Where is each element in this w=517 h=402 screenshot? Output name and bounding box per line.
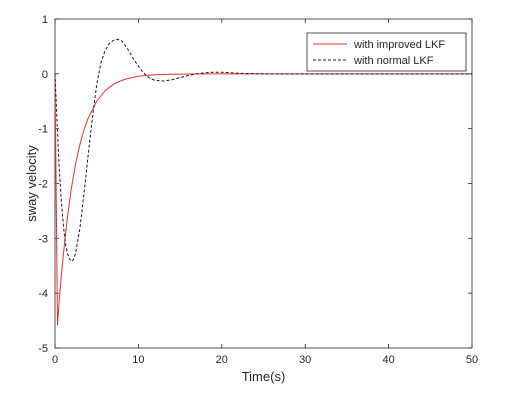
y-tick-label: -1 — [38, 124, 48, 136]
x-tick-label: 40 — [382, 354, 394, 366]
series-line-normal-lkf — [54, 38, 472, 262]
legend: with improved LKF with normal LKF — [306, 32, 467, 72]
y-axis-label: sway velocity — [24, 145, 39, 222]
x-tick-label: 10 — [132, 354, 144, 366]
y-tick-label: 0 — [42, 69, 48, 81]
plot-area: 0 10 20 30 40 50 -5 -4 -3 -2 -1 0 1 — [38, 14, 478, 366]
y-tick-label: 1 — [42, 14, 48, 26]
x-tick-label: 50 — [466, 354, 478, 366]
x-axis-label: Time(s) — [242, 369, 286, 384]
series-layer — [54, 38, 472, 326]
y-tick-label: -5 — [38, 343, 48, 355]
legend-box — [306, 32, 467, 72]
x-tick-label: 20 — [216, 354, 228, 366]
y-tick-label: -4 — [38, 288, 48, 300]
legend-label-normal-lkf: with normal LKF — [353, 55, 434, 67]
x-tick-label: 30 — [299, 354, 311, 366]
legend-label-improved-lkf: with improved LKF — [353, 39, 445, 51]
x-tick-label: 0 — [52, 354, 58, 366]
ticks-layer: 0 10 20 30 40 50 -5 -4 -3 -2 -1 0 1 — [38, 14, 478, 366]
y-tick-label: -3 — [38, 233, 48, 245]
series-line-improved-lkf — [54, 73, 472, 326]
y-tick-label: -2 — [38, 179, 48, 191]
